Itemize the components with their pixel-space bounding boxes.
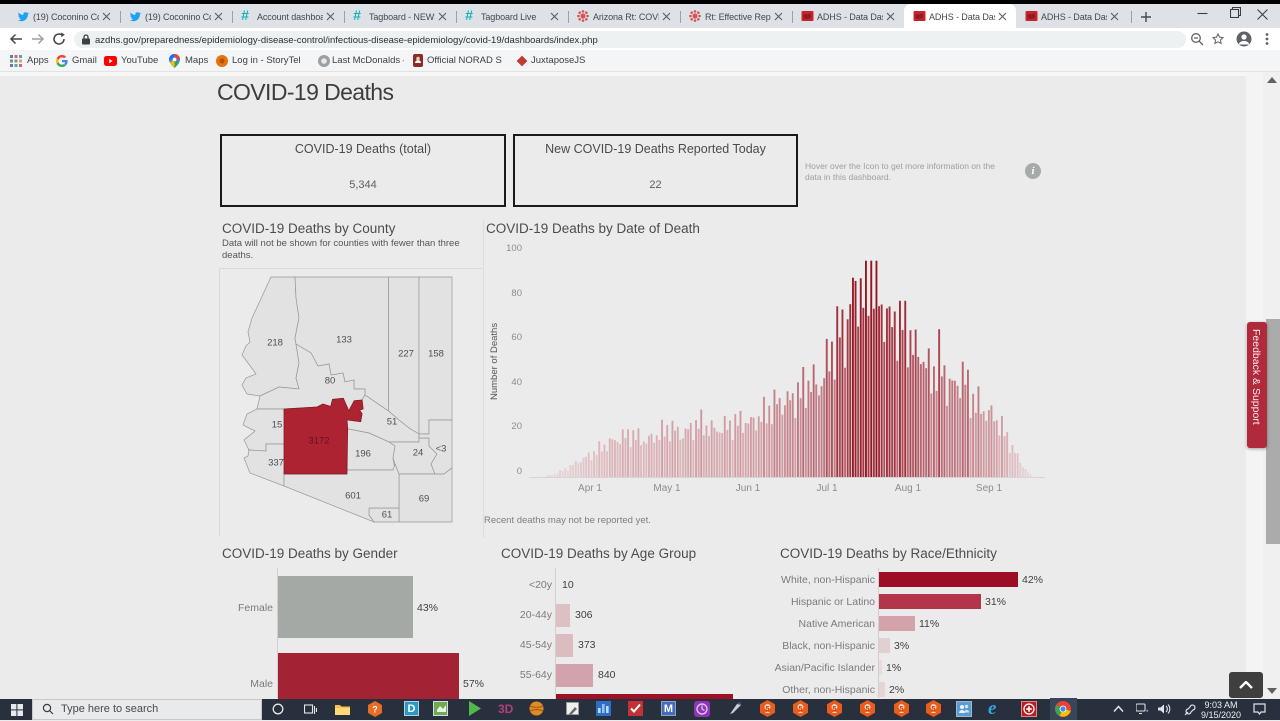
svg-text:?: ? (372, 705, 378, 715)
svg-text:51: 51 (387, 417, 398, 428)
svg-text:5: 5 (799, 706, 803, 713)
svg-text:5: 5 (932, 706, 936, 713)
svg-text:196: 196 (355, 449, 371, 460)
svg-text:<3: <3 (436, 444, 447, 455)
svg-text:5: 5 (900, 706, 904, 713)
svg-text:80: 80 (325, 376, 336, 387)
svg-text:24: 24 (413, 448, 424, 459)
svg-text:158: 158 (428, 349, 444, 360)
svg-text:5: 5 (833, 706, 837, 713)
svg-text:69: 69 (419, 494, 430, 505)
svg-text:5: 5 (866, 706, 870, 713)
svg-text:227: 227 (398, 349, 414, 360)
svg-text:133: 133 (336, 335, 352, 346)
svg-text:3172: 3172 (308, 436, 329, 447)
svg-text:*: * (1146, 710, 1149, 715)
svg-text:61: 61 (382, 510, 393, 521)
svg-text:218: 218 (267, 338, 283, 349)
svg-text:5: 5 (766, 706, 770, 713)
svg-text:337: 337 (268, 458, 284, 469)
svg-text:15: 15 (272, 420, 283, 431)
svg-text:601: 601 (345, 491, 361, 502)
